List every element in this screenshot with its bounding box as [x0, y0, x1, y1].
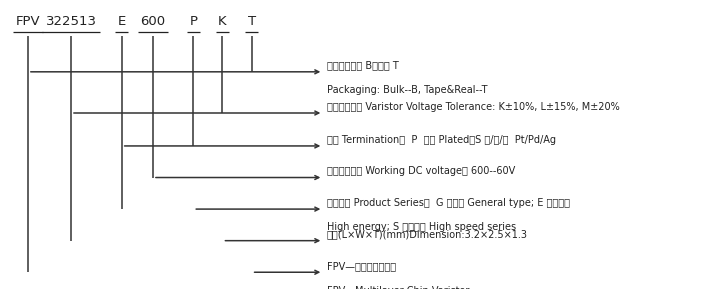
- Text: K: K: [218, 15, 227, 28]
- Text: E: E: [118, 15, 126, 28]
- Text: P: P: [189, 15, 197, 28]
- Text: FPV—片式压敏电阵器: FPV—片式压敏电阵器: [327, 261, 396, 271]
- Text: 600: 600: [140, 15, 166, 28]
- Text: FPV: FPV: [16, 15, 40, 28]
- Text: T: T: [247, 15, 256, 28]
- Text: 产品系列 Product Series：  G 通用型 General type; E 高耐能型: 产品系列 Product Series： G 通用型 General type;…: [327, 198, 570, 208]
- Text: 尺寸(L×W×T)(mm)Dimension:3.2×2.5×1.3: 尺寸(L×W×T)(mm)Dimension:3.2×2.5×1.3: [327, 229, 527, 239]
- Text: 322513: 322513: [45, 15, 96, 28]
- Text: 包装：散包装 B、编带 T: 包装：散包装 B、编带 T: [327, 60, 398, 71]
- Text: 压敏电压误差 Varistor Voltage Tolerance: K±10%, L±15%, M±20%: 压敏电压误差 Varistor Voltage Tolerance: K±10%…: [327, 102, 620, 112]
- Text: FPV—Multilayer Chip Varistor: FPV—Multilayer Chip Varistor: [327, 286, 469, 289]
- Text: High energy; S 高速系列 High speed series: High energy; S 高速系列 High speed series: [327, 223, 516, 232]
- Text: 直流工作电压 Working DC voltage： 600--60V: 直流工作电压 Working DC voltage： 600--60V: [327, 166, 515, 176]
- Text: 端头 Termination：  P  电镀 Plated、S 钓/钒/銀  Pt/Pd/Ag: 端头 Termination： P 电镀 Plated、S 钓/钒/銀 Pt/P…: [327, 135, 556, 144]
- Text: Packaging: Bulk--B, Tape&Real--T: Packaging: Bulk--B, Tape&Real--T: [327, 85, 487, 95]
